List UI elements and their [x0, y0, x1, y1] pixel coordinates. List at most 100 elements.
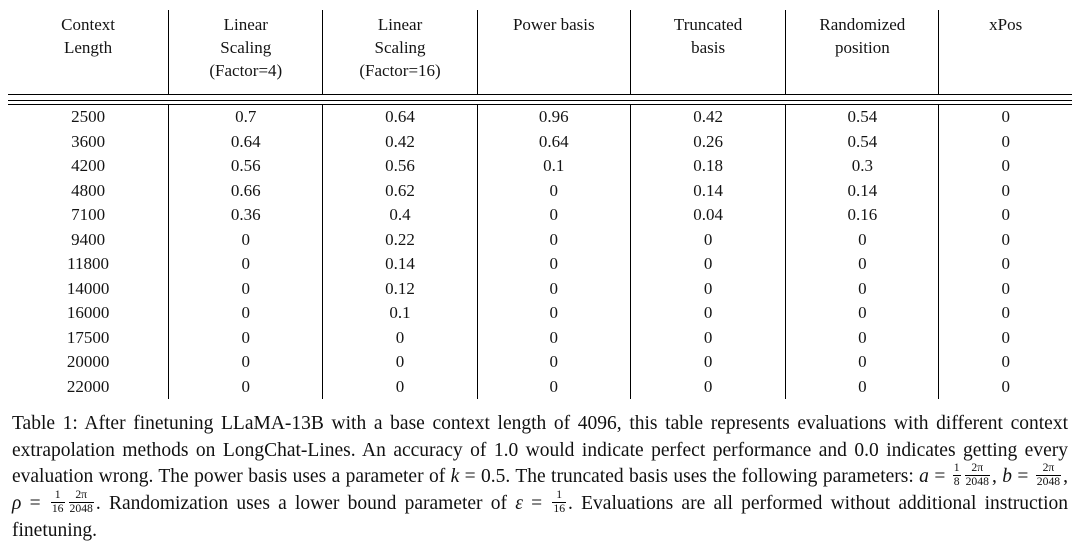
double-rule-line: [8, 100, 1072, 105]
accuracy-cell: 0.16: [785, 203, 939, 228]
column-header: Truncated basis: [629, 10, 786, 95]
accuracy-cell: 0: [785, 374, 939, 399]
accuracy-cell: 0.26: [629, 129, 786, 154]
header-row: Context Length Linear Scaling (Factor=4) L…: [8, 10, 1072, 95]
table-row: 14000 0 0.12 0 0 0 0: [8, 276, 1072, 301]
accuracy-cell: 0.14: [629, 178, 786, 203]
accuracy-cell: 0: [938, 129, 1072, 154]
accuracy-cell: 0.36: [168, 203, 323, 228]
accuracy-cell: 0: [938, 374, 1072, 399]
accuracy-cell: 0: [476, 252, 631, 277]
accuracy-cell: 0.7: [168, 105, 323, 130]
accuracy-cell: 0: [629, 374, 786, 399]
math-fraction: 2π 2048: [68, 488, 94, 515]
accuracy-cell: 0: [168, 374, 323, 399]
accuracy-cell: 0: [476, 350, 631, 375]
context-length-cell: 22000: [66, 376, 110, 396]
math-fraction: 2π 2048: [1035, 461, 1062, 489]
accuracy-cell: 0: [938, 154, 1072, 179]
math-fraction: 1 16: [552, 488, 567, 515]
accuracy-cell: 0: [938, 227, 1072, 252]
double-rule: [8, 95, 1072, 105]
accuracy-cell: 0.64: [322, 105, 478, 130]
column-header: Randomized position: [785, 10, 939, 95]
accuracy-cell: 0.62: [322, 178, 478, 203]
accuracy-cell: 0.42: [629, 105, 786, 130]
accuracy-cell: 0.14: [322, 252, 478, 277]
table-row: 22000 0 0 0 0 0 0: [8, 374, 1072, 399]
accuracy-cell: 0: [785, 325, 939, 350]
table-row: 17500 0 0 0 0 0 0: [8, 325, 1072, 350]
accuracy-cell: 0: [476, 203, 631, 228]
accuracy-cell: 0.22: [322, 227, 478, 252]
context-length-cell: 4200: [71, 156, 106, 176]
column-header: Context Length: [8, 10, 169, 95]
accuracy-cell: 0: [476, 227, 631, 252]
accuracy-cell: 0: [629, 276, 786, 301]
accuracy-cell: 0: [938, 105, 1072, 130]
results-table: Context Length Linear Scaling (Factor=4) L…: [8, 10, 1072, 399]
accuracy-cell: 0: [629, 227, 786, 252]
accuracy-cell: 0: [322, 350, 478, 375]
context-length-cell: 9400: [71, 229, 106, 249]
table-row: 20000 0 0 0 0 0 0: [8, 350, 1072, 375]
accuracy-cell: 0.4: [322, 203, 478, 228]
accuracy-cell: 0: [168, 252, 323, 277]
accuracy-cell: 0.04: [629, 203, 786, 228]
accuracy-cell: 0: [938, 178, 1072, 203]
math-fraction: 1 16: [50, 488, 65, 515]
table-body: 2500 0.7 0.64 0.96 0.42 0.54 0 3600 0.64 0.42 0.64…: [8, 105, 1072, 399]
accuracy-cell: 0: [938, 203, 1072, 228]
column-header: Linear Scaling (Factor=4): [168, 10, 323, 95]
accuracy-cell: 0: [168, 350, 323, 375]
accuracy-cell: 0: [476, 325, 631, 350]
accuracy-cell: 0: [629, 252, 786, 277]
accuracy-cell: 0: [785, 350, 939, 375]
accuracy-cell: 0.14: [785, 178, 939, 203]
table-row: 3600 0.64 0.42 0.64 0.26 0.54 0: [8, 129, 1072, 154]
math-variable: ρ: [12, 492, 22, 514]
math-variable: b: [1002, 466, 1012, 487]
context-length-cell: 14000: [66, 278, 110, 298]
accuracy-cell: 0.1: [476, 154, 631, 179]
context-length-cell: 17500: [66, 327, 110, 347]
table-row: 4200 0.56 0.56 0.1 0.18 0.3 0: [8, 154, 1072, 179]
double-rule-cell: [8, 95, 1072, 105]
accuracy-cell: 0: [785, 301, 939, 326]
context-length-cell: 11800: [67, 254, 110, 274]
accuracy-cell: 0: [322, 374, 478, 399]
accuracy-cell: 0: [476, 301, 631, 326]
context-length-cell: 4800: [71, 180, 106, 200]
accuracy-cell: 0: [629, 301, 786, 326]
accuracy-cell: 0.18: [629, 154, 786, 179]
table-row: 11800 0 0.14 0 0 0 0: [8, 252, 1072, 277]
accuracy-cell: 0: [629, 325, 786, 350]
context-length-cell: 7100: [71, 205, 106, 225]
accuracy-cell: 0: [785, 252, 939, 277]
table-row: 16000 0 0.1 0 0 0 0: [8, 301, 1072, 326]
column-header: Linear Scaling (Factor=16): [322, 10, 478, 95]
accuracy-cell: 0.1: [322, 301, 478, 326]
accuracy-cell: 0.12: [322, 276, 478, 301]
context-length-cell: 20000: [66, 352, 110, 372]
column-header: Power basis: [476, 10, 631, 95]
accuracy-cell: 0: [322, 325, 478, 350]
table-caption: Table 1: After finetuning LLaMA-13B with…: [12, 413, 1069, 541]
accuracy-cell: 0: [476, 374, 631, 399]
table-header: Context Length Linear Scaling (Factor=4) L…: [8, 10, 1072, 105]
accuracy-cell: 0: [938, 350, 1072, 375]
context-length-cell: 16000: [66, 303, 110, 323]
table-row: 7100 0.36 0.4 0 0.04 0.16 0: [8, 203, 1072, 228]
accuracy-cell: 0.96: [476, 105, 631, 130]
accuracy-cell: 0.64: [168, 129, 323, 154]
accuracy-cell: 0: [938, 325, 1072, 350]
accuracy-cell: 0: [938, 276, 1072, 301]
math-fraction: 2π 2048: [964, 461, 990, 489]
table-row: 9400 0 0.22 0 0 0 0: [8, 227, 1072, 252]
accuracy-cell: 0: [168, 227, 323, 252]
paper-page: Context Length Linear Scaling (Factor=4) L…: [8, 10, 1072, 541]
table-row: 4800 0.66 0.62 0 0.14 0.14 0: [8, 178, 1072, 203]
math-variable: a: [919, 466, 929, 487]
accuracy-cell: 0: [168, 325, 323, 350]
